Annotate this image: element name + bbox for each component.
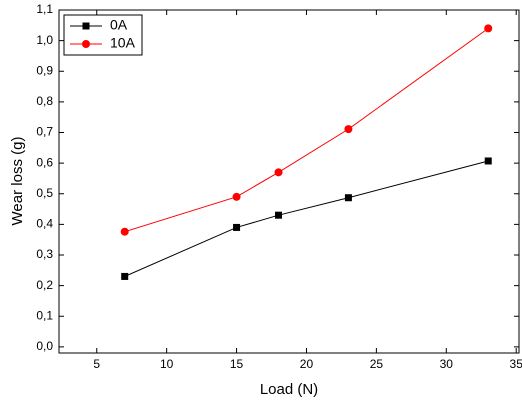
marker	[344, 125, 353, 134]
marker	[484, 24, 493, 33]
x-tick-label: 15	[230, 357, 244, 371]
x-tick-label: 25	[370, 357, 384, 371]
y-tick-label: 0,3	[36, 247, 53, 261]
y-tick-label: 0,4	[36, 217, 53, 231]
marker	[120, 227, 129, 236]
x-tick-label: 10	[160, 357, 174, 371]
legend-label: 0A	[110, 17, 128, 33]
x-tick-label: 20	[300, 357, 314, 371]
y-tick-label: 0,1	[36, 308, 53, 322]
y-tick-label: 0,7	[36, 125, 53, 139]
y-tick-label: 0,5	[36, 186, 53, 200]
legend-box	[63, 14, 143, 56]
y-tick-label: 0,6	[36, 155, 53, 169]
y-tick-label: 0,2	[36, 278, 53, 292]
y-tick-label: 0,8	[36, 94, 53, 108]
legend-marker	[82, 40, 90, 48]
x-tick-label: 30	[440, 357, 454, 371]
x-tick-label: 35	[510, 357, 522, 371]
x-axis-title: Load (N)	[260, 381, 318, 398]
series-line	[124, 160, 489, 277]
legend-marker	[82, 22, 90, 30]
y-axis-title: Wear loss (g)	[9, 137, 26, 226]
marker	[232, 192, 241, 201]
marker	[274, 168, 283, 177]
x-tick-label: 5	[93, 357, 100, 371]
legend-label: 10A	[110, 35, 136, 51]
marker	[233, 223, 241, 231]
marker	[121, 272, 129, 280]
marker	[484, 157, 492, 165]
plot-frame	[58, 9, 520, 354]
marker	[344, 194, 352, 202]
y-tick-label: 1,0	[36, 33, 53, 47]
series-line	[124, 27, 489, 233]
y-tick-label: 0,0	[36, 339, 53, 353]
y-tick-label: 0,9	[36, 63, 53, 77]
y-tick-label: 1,1	[36, 2, 53, 16]
marker	[275, 211, 283, 219]
